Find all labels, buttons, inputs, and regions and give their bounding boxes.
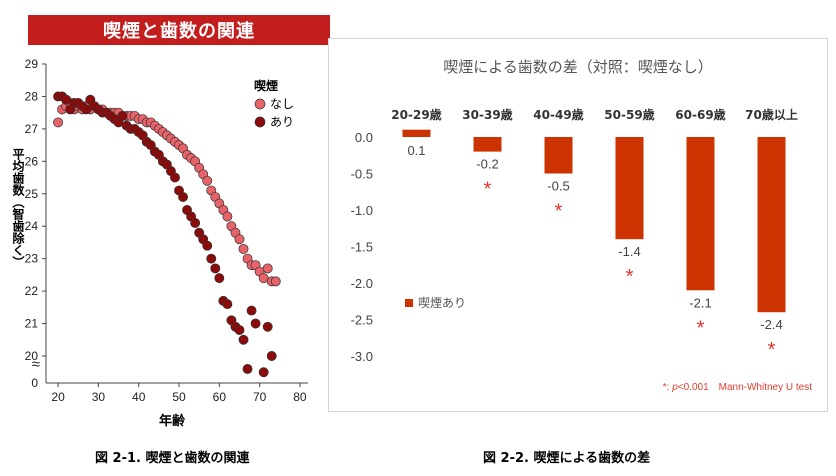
scatter-point-ari bbox=[202, 240, 213, 251]
value-label: -0.5 bbox=[547, 179, 569, 194]
y-tick-label: 26 bbox=[25, 154, 39, 168]
x-tick-label: 80 bbox=[293, 390, 307, 404]
scatter-point-ari bbox=[210, 263, 221, 274]
value-label: -0.2 bbox=[476, 157, 498, 172]
y-tick-label: -0.5 bbox=[351, 167, 373, 182]
scatter-point-nashi bbox=[262, 263, 273, 274]
value-label: -2.4 bbox=[760, 317, 782, 332]
footnote-suffix: <0.001 Mann-Whitney U test bbox=[678, 382, 812, 393]
legend-marker-nashi bbox=[254, 98, 266, 110]
bar bbox=[615, 137, 644, 240]
y-tick-label: 23 bbox=[25, 252, 39, 266]
y-tick-label: 21 bbox=[25, 317, 39, 331]
y-tick-label-zero: 0 bbox=[31, 376, 38, 390]
y-tick-label: 29 bbox=[25, 57, 39, 71]
x-tick-label: 50 bbox=[172, 390, 186, 404]
axis-break-symbol: ≈ bbox=[32, 356, 40, 373]
scatter-point-ari bbox=[214, 273, 225, 284]
bar bbox=[544, 137, 573, 174]
bar bbox=[402, 129, 431, 137]
left-chart-title-banner: 喫煙と歯数の関連 bbox=[28, 15, 330, 45]
right-chart-panel: 喫煙による歯数の差（対照：喫煙なし） 0.0 -0.5 -1.0 -1.5 -2.0 -2.… bbox=[328, 38, 828, 412]
y-tick-label: 20 bbox=[25, 349, 39, 363]
legend-marker-ari bbox=[254, 116, 266, 128]
y-tick-label: 0.0 bbox=[355, 130, 373, 145]
legend-label-nashi: なし bbox=[270, 97, 294, 111]
scatter-point-nashi bbox=[238, 243, 249, 254]
value-label: 0.1 bbox=[407, 143, 425, 158]
bar bbox=[686, 137, 715, 291]
category-label: 20-29歳 bbox=[391, 107, 441, 122]
scatter-point-ari bbox=[117, 110, 128, 121]
bar bbox=[757, 137, 786, 313]
scatter-point-nashi bbox=[270, 276, 281, 287]
scatter-point-ari bbox=[250, 318, 261, 329]
category-label: 30-39歳 bbox=[462, 107, 512, 122]
y-tick-label: 25 bbox=[25, 187, 39, 201]
left-figure-caption: 図 2-1. 喫煙と歯数の関連 bbox=[95, 451, 250, 466]
significance-asterisk: * bbox=[768, 339, 776, 361]
scatter-point-ari bbox=[238, 334, 249, 345]
y-tick-label: -2.0 bbox=[351, 276, 373, 291]
x-tick-label: 30 bbox=[92, 390, 106, 404]
scatter-point-ari bbox=[258, 367, 269, 378]
right-figure-caption: 図 2-2. 喫煙による歯数の差 bbox=[483, 451, 651, 466]
y-tick-label: 24 bbox=[25, 219, 39, 233]
footnote-prefix: *: bbox=[663, 382, 672, 393]
y-tick-label: 27 bbox=[25, 122, 39, 136]
category-label: 40-49歳 bbox=[533, 107, 583, 122]
legend-title: 喫煙 bbox=[254, 78, 278, 93]
significance-asterisk: * bbox=[626, 266, 634, 288]
x-axis-label: 年齢 bbox=[159, 413, 186, 429]
category-label: 70歳以上 bbox=[745, 107, 798, 122]
scatter-point-nashi bbox=[53, 117, 64, 128]
legend-label-ari: あり bbox=[270, 115, 294, 129]
y-tick-label: -2.5 bbox=[351, 313, 373, 328]
scatter-point-ari bbox=[242, 364, 253, 374]
scatter-point-ari bbox=[266, 351, 277, 361]
scatter-point-ari bbox=[190, 218, 201, 228]
value-label: -2.1 bbox=[689, 295, 711, 310]
scatter-point-ari bbox=[234, 325, 245, 335]
scatter-point-ari bbox=[246, 305, 257, 316]
scatter-point-ari bbox=[222, 299, 233, 310]
scatter-point-nashi bbox=[202, 175, 213, 186]
right-bar-chart: 喫煙による歯数の差（対照：喫煙なし） 0.0 -0.5 -1.0 -1.5 -2.0 -2.… bbox=[351, 58, 813, 393]
y-tick-label: 28 bbox=[25, 89, 39, 103]
scatter-point-ari bbox=[178, 192, 188, 202]
bar bbox=[473, 137, 502, 152]
scatter-point-ari bbox=[206, 253, 217, 264]
scatter-point-ari bbox=[262, 321, 273, 332]
x-tick-label: 70 bbox=[253, 390, 267, 404]
x-tick-label: 20 bbox=[51, 390, 65, 404]
significance-asterisk: * bbox=[484, 179, 492, 201]
scatter-point-ari bbox=[170, 172, 180, 183]
legend-marker bbox=[405, 299, 413, 307]
y-tick-label: -1.0 bbox=[351, 203, 373, 218]
significance-asterisk: * bbox=[555, 201, 563, 223]
legend-label: 喫煙あり bbox=[418, 296, 466, 310]
y-tick-label: 22 bbox=[25, 284, 39, 298]
footnote-p-symbol: p bbox=[671, 382, 678, 393]
category-label: 50-59歳 bbox=[604, 107, 654, 122]
x-tick-label: 60 bbox=[213, 390, 227, 404]
footnote: *: p<0.001 Mann-Whitney U test bbox=[663, 382, 812, 393]
x-tick-label: 40 bbox=[132, 390, 146, 404]
value-label: -1.4 bbox=[618, 244, 640, 259]
bar-chart-title: 喫煙による歯数の差（対照：喫煙なし） bbox=[443, 58, 713, 76]
left-chart-title: 喫煙と歯数の関連 bbox=[103, 21, 255, 42]
category-label: 60-69歳 bbox=[675, 107, 725, 122]
y-axis-label: 平均歯数（智歯除く） bbox=[11, 148, 25, 268]
significance-asterisk: * bbox=[697, 317, 705, 339]
left-scatter-chart: 20 21 22 23 24 25 26 27 28 29 0 ≈20 30 40 50 60 70 80 年齢 平均… bbox=[11, 57, 308, 429]
y-tick-label: -1.5 bbox=[351, 240, 373, 255]
scatter-point-nashi bbox=[234, 234, 245, 245]
y-tick-label: -3.0 bbox=[351, 349, 373, 364]
scatter-point-nashi bbox=[222, 211, 233, 222]
